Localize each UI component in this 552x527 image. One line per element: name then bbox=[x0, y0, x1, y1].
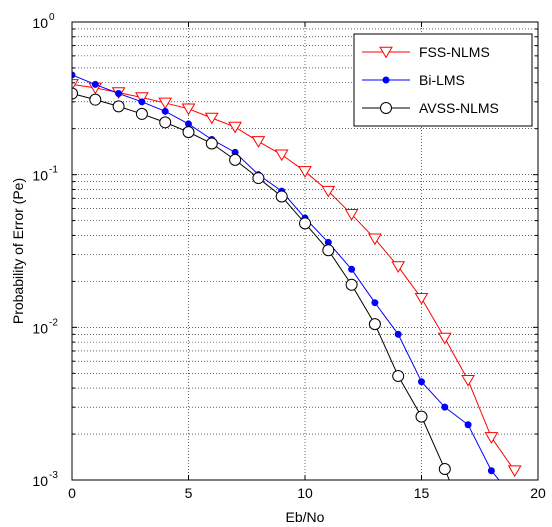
legend-item-avss-nlms: AVSS-NLMS bbox=[362, 100, 499, 116]
y-tick-label-exponent: -3 bbox=[49, 470, 58, 481]
data-point-bi-lms bbox=[487, 467, 495, 475]
series-layer bbox=[72, 71, 522, 527]
data-point-avss-nlms bbox=[438, 463, 451, 476]
data-point-fss-nlms bbox=[461, 374, 475, 387]
data-point-fss-nlms bbox=[344, 209, 359, 221]
data-point-bi-lms bbox=[394, 330, 402, 338]
data-point-fss-nlms bbox=[321, 185, 336, 198]
data-point-fss-nlms bbox=[368, 233, 382, 246]
legend: FSS-NLMS Bi-LMS AVSS-NLMS bbox=[353, 33, 533, 127]
x-axis-label: Eb/No bbox=[286, 509, 325, 525]
data-point-avss-nlms bbox=[392, 369, 405, 382]
data-point-fss-nlms bbox=[204, 112, 219, 125]
data-point-avss-nlms bbox=[368, 318, 381, 331]
data-point-fss-nlms bbox=[181, 103, 196, 116]
series-line-fss-nlms bbox=[72, 83, 516, 472]
data-point-avss-nlms bbox=[229, 153, 242, 166]
data-point-avss-nlms bbox=[135, 107, 148, 120]
data-point-fss-nlms bbox=[414, 292, 429, 305]
data-point-avss-nlms bbox=[159, 116, 172, 129]
data-point-bi-lms bbox=[185, 120, 192, 128]
data-point-avss-nlms bbox=[322, 244, 335, 257]
series-line-bi-lms bbox=[72, 74, 500, 480]
y-tick-label-base: 10 bbox=[32, 168, 48, 184]
data-point-bi-lms bbox=[115, 90, 123, 98]
y-tick-label-base: 10 bbox=[32, 15, 48, 31]
y-tick-label-exponent: -2 bbox=[49, 317, 58, 328]
data-point-bi-lms bbox=[91, 80, 99, 88]
grid bbox=[72, 22, 538, 480]
y-tick-label-exponent: -1 bbox=[49, 165, 58, 176]
data-point-bi-lms bbox=[348, 265, 356, 273]
x-tick-label: 20 bbox=[530, 485, 546, 501]
data-point-avss-nlms bbox=[205, 137, 218, 150]
data-point-fss-nlms bbox=[507, 465, 522, 478]
data-point-bi-lms bbox=[371, 299, 379, 307]
y-tick-label: 10 -2 bbox=[32, 317, 58, 336]
data-point-bi-lms bbox=[512, 496, 518, 502]
y-tick-label-base: 10 bbox=[32, 473, 48, 489]
data-point-bi-lms bbox=[418, 378, 425, 386]
data-point-bi-lms bbox=[138, 98, 146, 106]
data-point-avss-nlms bbox=[112, 100, 125, 113]
legend-item-fss-nlms: FSS-NLMS bbox=[362, 44, 490, 60]
data-point-avss-nlms bbox=[415, 410, 428, 423]
data-point-fss-nlms bbox=[391, 261, 406, 273]
y-tick-label: 10 -3 bbox=[32, 470, 58, 489]
data-point-avss-nlms bbox=[275, 190, 288, 203]
legend-swatch-marker bbox=[382, 76, 390, 84]
tick-marks bbox=[71, 22, 539, 481]
data-point-bi-lms bbox=[72, 71, 76, 79]
data-point-fss-nlms bbox=[251, 136, 266, 148]
data-point-bi-lms bbox=[464, 421, 472, 429]
y-axis-label: Probability of Error (Pe) bbox=[10, 178, 26, 324]
data-point-fss-nlms bbox=[228, 121, 242, 134]
data-point-fss-nlms bbox=[135, 92, 149, 104]
series-avss-nlms bbox=[72, 87, 474, 527]
legend-label: AVSS-NLMS bbox=[419, 100, 499, 116]
data-point-fss-nlms bbox=[484, 432, 499, 444]
data-point-avss-nlms bbox=[463, 520, 474, 527]
legend-label: Bi-LMS bbox=[419, 72, 465, 88]
data-point-avss-nlms bbox=[252, 172, 265, 185]
data-point-avss-nlms bbox=[182, 126, 195, 139]
data-point-fss-nlms bbox=[298, 166, 312, 178]
y-tick-label-base: 10 bbox=[32, 320, 48, 336]
legend-swatch-marker bbox=[379, 46, 393, 59]
data-point-fss-nlms bbox=[158, 97, 173, 110]
y-tick-label-exponent: 0 bbox=[49, 12, 55, 23]
x-tick-labels: 0 5 10 15 20 bbox=[68, 485, 546, 501]
data-point-avss-nlms bbox=[345, 278, 358, 291]
data-point-avss-nlms bbox=[89, 93, 102, 106]
data-point-bi-lms bbox=[441, 403, 449, 411]
legend-swatch-marker bbox=[380, 102, 392, 114]
x-tick-label: 10 bbox=[297, 485, 313, 501]
data-point-fss-nlms bbox=[437, 332, 452, 345]
data-point-avss-nlms bbox=[72, 87, 78, 100]
data-point-fss-nlms bbox=[274, 149, 289, 162]
y-tick-label: 10 -1 bbox=[32, 165, 58, 184]
data-point-fss-nlms bbox=[72, 79, 79, 91]
data-point-bi-lms bbox=[161, 107, 169, 115]
data-point-avss-nlms bbox=[299, 217, 311, 230]
x-tick-label: 5 bbox=[185, 485, 193, 501]
legend-label: FSS-NLMS bbox=[419, 44, 490, 60]
x-tick-label: 15 bbox=[414, 485, 430, 501]
y-tick-label: 10 0 bbox=[32, 12, 55, 31]
x-tick-label: 0 bbox=[68, 485, 76, 501]
legend-item-bi-lms: Bi-LMS bbox=[362, 72, 465, 88]
